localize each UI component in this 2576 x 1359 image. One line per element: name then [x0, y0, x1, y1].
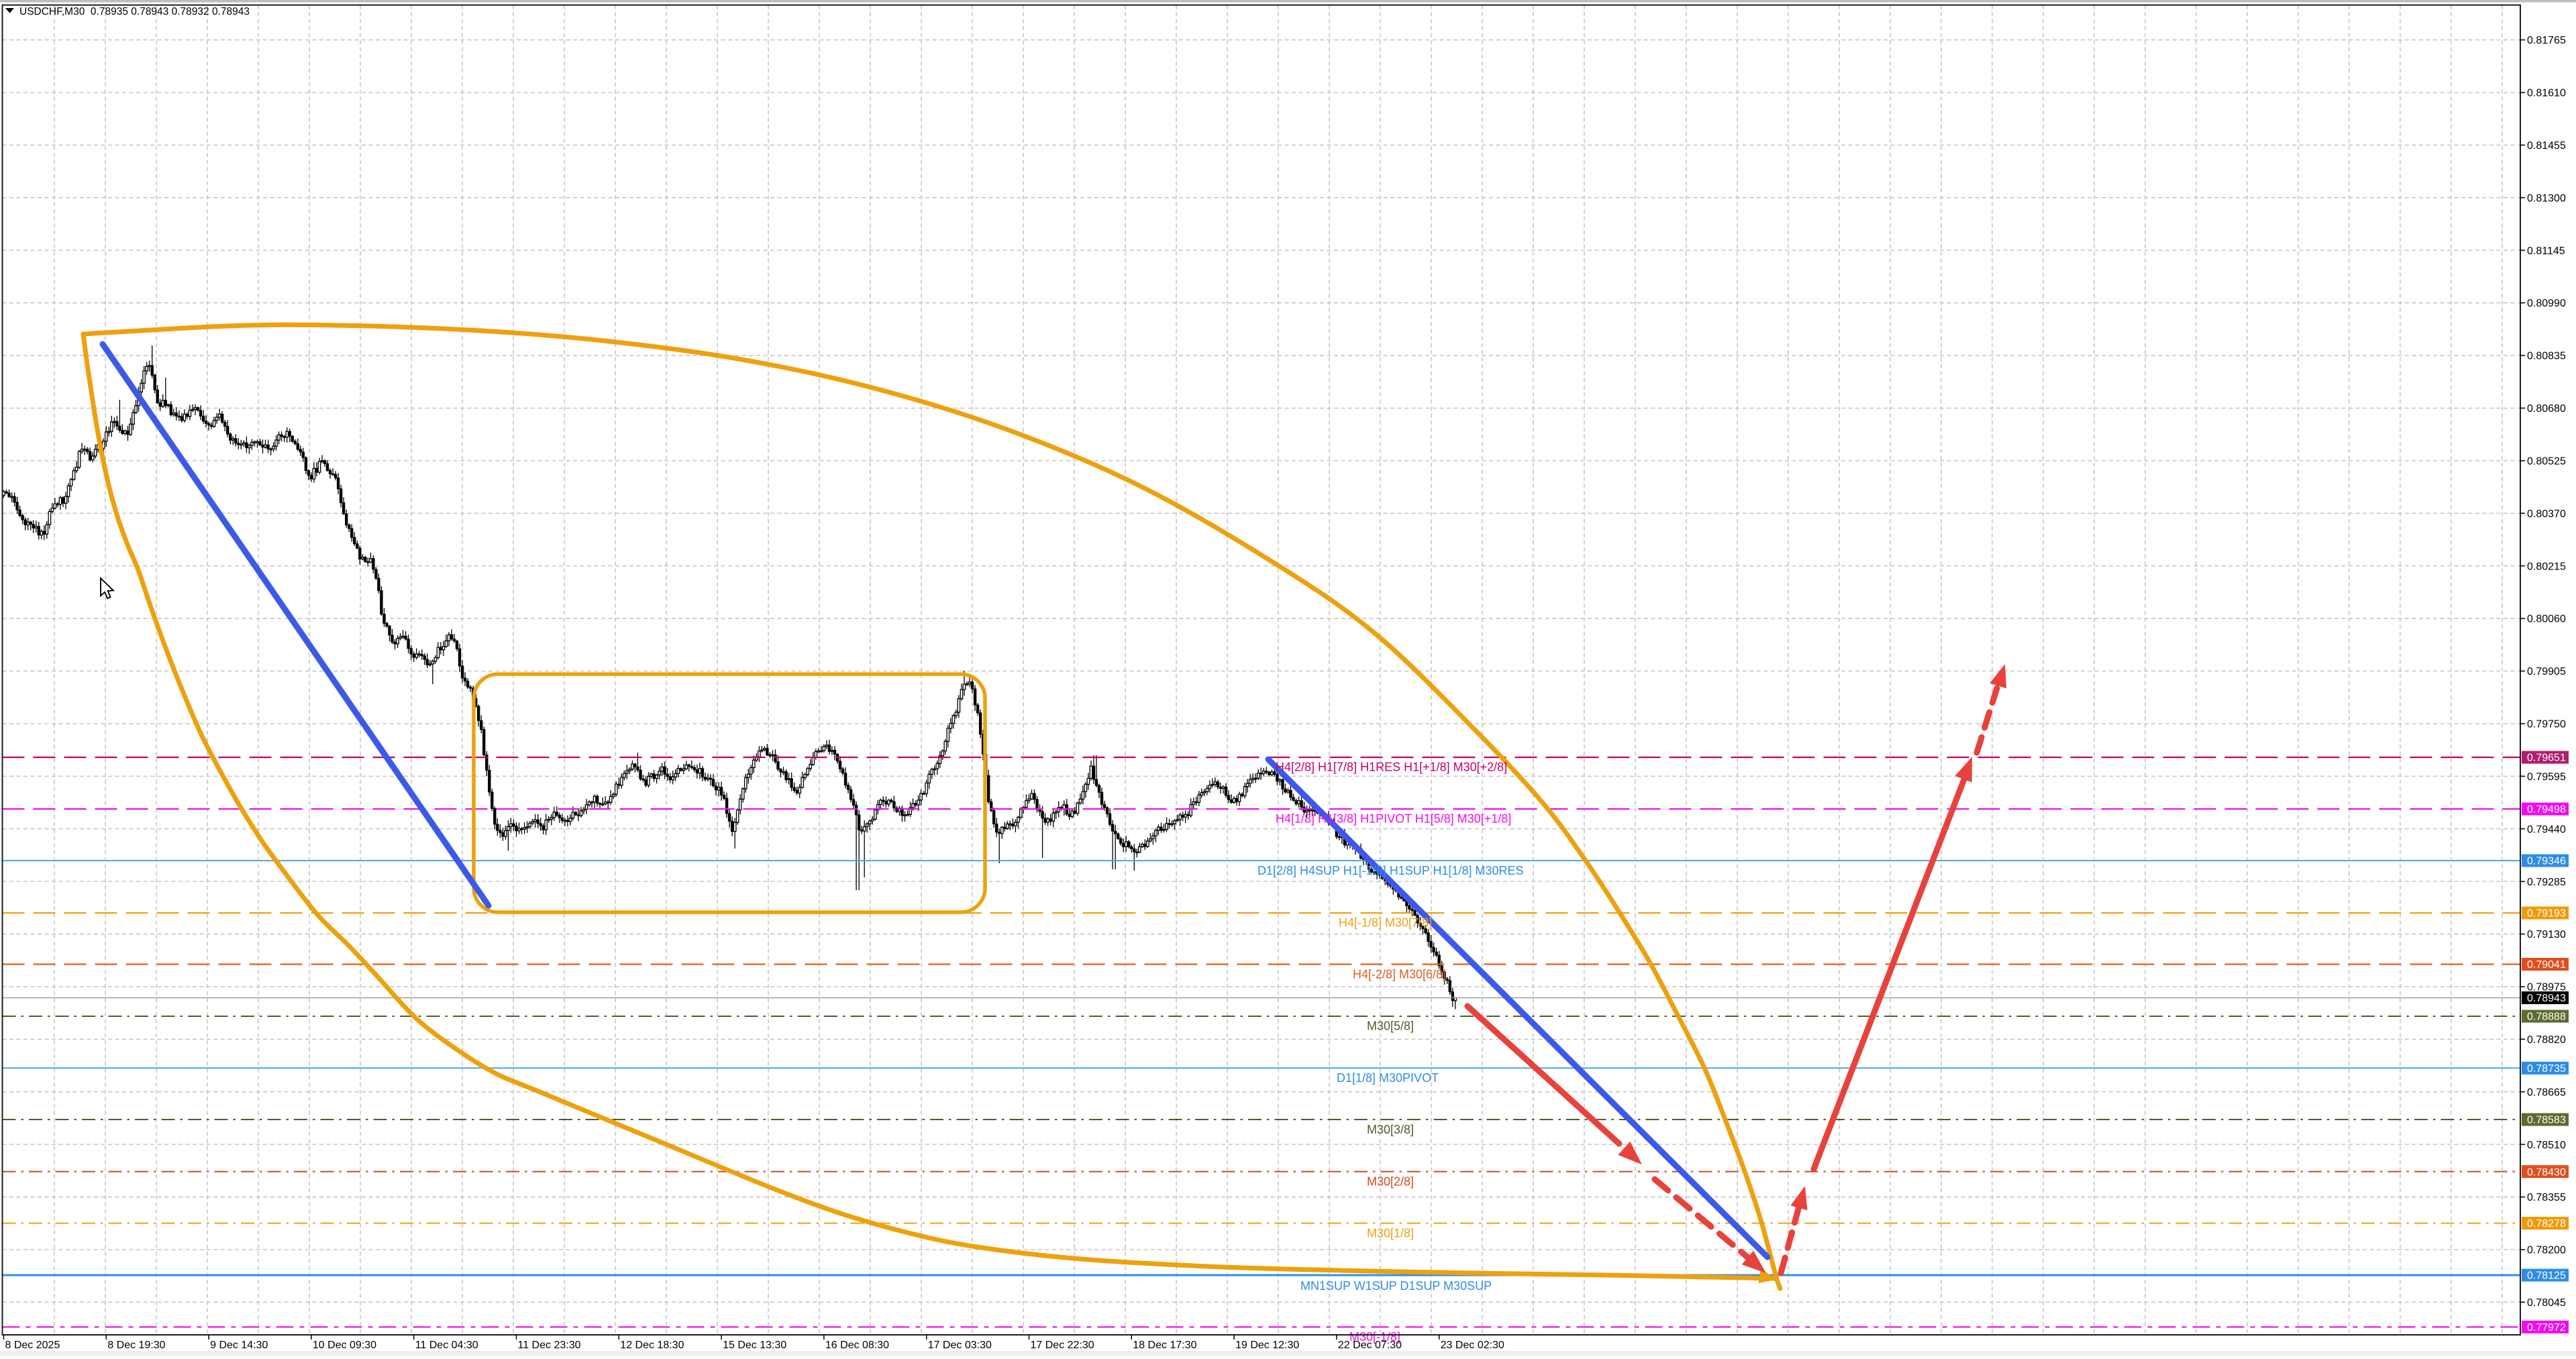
svg-text:M30[1/8]: M30[1/8] — [1367, 1226, 1414, 1240]
svg-text:0.78820: 0.78820 — [2527, 1034, 2566, 1046]
svg-text:16 Dec 08:30: 16 Dec 08:30 — [825, 1340, 889, 1351]
svg-text:0.79346: 0.79346 — [2527, 856, 2566, 867]
svg-text:10 Dec 09:30: 10 Dec 09:30 — [313, 1340, 376, 1351]
svg-text:0.79041: 0.79041 — [2527, 959, 2566, 971]
svg-text:M30[2/8]: M30[2/8] — [1367, 1175, 1414, 1188]
svg-text:0.79285: 0.79285 — [2527, 877, 2566, 888]
svg-text:0.78430: 0.78430 — [2527, 1166, 2566, 1178]
svg-text:18 Dec 17:30: 18 Dec 17:30 — [1133, 1340, 1196, 1351]
svg-text:0.79651: 0.79651 — [2527, 753, 2566, 764]
svg-text:0.79440: 0.79440 — [2527, 824, 2566, 835]
svg-text:USDCHF,M30 0.78935 0.78943 0.: USDCHF,M30 0.78935 0.78943 0.78932 0.789… — [19, 6, 250, 17]
svg-text:0.79750: 0.79750 — [2527, 719, 2566, 730]
svg-text:0.78583: 0.78583 — [2527, 1115, 2566, 1126]
svg-text:0.80525: 0.80525 — [2527, 456, 2566, 468]
svg-text:0.78735: 0.78735 — [2527, 1063, 2566, 1075]
svg-text:11 Dec 04:30: 11 Dec 04:30 — [415, 1340, 478, 1351]
svg-text:0.78045: 0.78045 — [2527, 1297, 2566, 1309]
svg-text:D1[2/8] H4SUP H1[-1/8] H1SUP H: D1[2/8] H4SUP H1[-1/8] H1SUP H1[1/8] M30… — [1257, 864, 1524, 877]
svg-text:0.78125: 0.78125 — [2527, 1270, 2566, 1282]
svg-text:M30[-1/8]: M30[-1/8] — [1349, 1330, 1400, 1344]
svg-text:MN1SUP W1SUP D1SUP M30SUP: MN1SUP W1SUP D1SUP M30SUP — [1300, 1279, 1492, 1293]
svg-text:0.78355: 0.78355 — [2527, 1192, 2566, 1203]
svg-text:0.78665: 0.78665 — [2527, 1087, 2566, 1098]
svg-text:0.79130: 0.79130 — [2527, 929, 2566, 940]
svg-text:0.80060: 0.80060 — [2527, 614, 2566, 625]
svg-text:D1[1/8] M30PIVOT: D1[1/8] M30PIVOT — [1337, 1071, 1439, 1085]
svg-text:19 Dec 12:30: 19 Dec 12:30 — [1235, 1340, 1299, 1351]
svg-text:22 Dec 07:30: 22 Dec 07:30 — [1338, 1340, 1402, 1351]
svg-text:0.81610: 0.81610 — [2527, 88, 2566, 99]
svg-text:8 Dec 2025: 8 Dec 2025 — [5, 1340, 60, 1351]
svg-text:0.78200: 0.78200 — [2527, 1245, 2566, 1256]
svg-text:H4[2/8] H1[7/8] H1RES H1[+1/8]: H4[2/8] H1[7/8] H1RES H1[+1/8] M30[+2/8] — [1276, 760, 1507, 773]
svg-text:15 Dec 13:30: 15 Dec 13:30 — [723, 1340, 786, 1351]
svg-text:0.78888: 0.78888 — [2527, 1012, 2566, 1023]
svg-text:9 Dec 14:30: 9 Dec 14:30 — [210, 1340, 268, 1351]
svg-text:0.80835: 0.80835 — [2527, 351, 2566, 362]
svg-text:0.81145: 0.81145 — [2527, 246, 2565, 257]
svg-text:0.79193: 0.79193 — [2527, 908, 2566, 920]
svg-text:0.80215: 0.80215 — [2527, 561, 2566, 572]
svg-text:0.79595: 0.79595 — [2527, 771, 2566, 783]
svg-text:0.78943: 0.78943 — [2527, 993, 2566, 1004]
svg-text:8 Dec 19:30: 8 Dec 19:30 — [107, 1340, 165, 1351]
svg-text:0.78510: 0.78510 — [2527, 1140, 2566, 1151]
svg-text:23 Dec 02:30: 23 Dec 02:30 — [1441, 1340, 1504, 1351]
svg-text:0.81455: 0.81455 — [2527, 140, 2566, 152]
svg-text:0.81300: 0.81300 — [2527, 193, 2566, 204]
svg-text:12 Dec 18:30: 12 Dec 18:30 — [620, 1340, 684, 1351]
svg-text:0.81765: 0.81765 — [2527, 35, 2566, 46]
svg-text:M30[5/8]: M30[5/8] — [1367, 1019, 1414, 1032]
svg-text:M30[3/8]: M30[3/8] — [1367, 1123, 1414, 1136]
svg-text:H4[1/8] H1[3/8] H1PIVOT H1[5/8: H4[1/8] H1[3/8] H1PIVOT H1[5/8] M30[+1/8… — [1276, 812, 1511, 825]
svg-text:0.80990: 0.80990 — [2527, 298, 2566, 309]
svg-text:0.79905: 0.79905 — [2527, 666, 2566, 677]
svg-text:17 Dec 03:30: 17 Dec 03:30 — [928, 1340, 992, 1351]
svg-text:17 Dec 22:30: 17 Dec 22:30 — [1031, 1340, 1094, 1351]
svg-text:0.79498: 0.79498 — [2527, 804, 2566, 816]
svg-text:H4[-1/8] M30[7/8]: H4[-1/8] M30[7/8] — [1339, 916, 1432, 929]
svg-text:0.80680: 0.80680 — [2527, 403, 2566, 415]
svg-text:H4[-2/8] M30[6/8]: H4[-2/8] M30[6/8] — [1353, 967, 1446, 981]
svg-text:0.78975: 0.78975 — [2527, 982, 2566, 993]
svg-text:0.80370: 0.80370 — [2527, 508, 2566, 520]
svg-text:0.77972: 0.77972 — [2527, 1322, 2566, 1334]
svg-text:0.78278: 0.78278 — [2527, 1218, 2566, 1230]
svg-text:11 Dec 23:30: 11 Dec 23:30 — [518, 1340, 581, 1351]
